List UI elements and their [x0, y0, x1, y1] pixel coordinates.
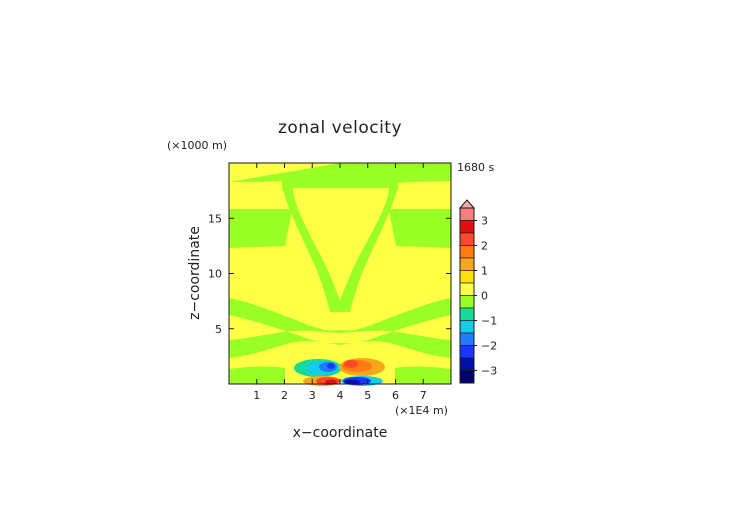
x-tick-label: 2: [281, 389, 288, 402]
x-tick-label: 1: [253, 389, 260, 402]
colorbar: 3 2 1 0 −1 −2 −3: [458, 199, 497, 384]
lobe-positive-right-core: [344, 360, 358, 368]
colorbar-segment: [459, 257, 475, 271]
lobe-positive-lower-left-peak: [325, 379, 337, 385]
colorbar-segment: [459, 232, 475, 246]
colorbar-tick-label: −3: [481, 365, 497, 378]
x-scale-label: (×1E4 m): [395, 404, 448, 417]
y-tick-label: 5: [215, 323, 222, 336]
colorbar-tick-label: 2: [481, 240, 488, 253]
colorbar-extend-arrow: [458, 199, 476, 209]
lobe-negative-left-peak: [327, 363, 335, 369]
colorbar-segment: [459, 370, 475, 384]
y-tick-label: 15: [208, 212, 222, 225]
y-tick-label: 10: [208, 268, 222, 281]
x-axis-label: x−coordinate: [293, 425, 388, 441]
colorbar-segment: [459, 207, 475, 221]
x-axis: 1 2 3 4 5 6 7: [253, 163, 427, 402]
colorbar-segment: [459, 295, 475, 309]
plot-area: [228, 162, 452, 386]
colorbar-tick-label: −1: [481, 315, 497, 328]
colorbar-segment: [459, 220, 475, 234]
colorbar-tick-label: 3: [481, 215, 488, 228]
colorbar-segment: [459, 357, 475, 371]
colorbar-segment: [459, 332, 475, 346]
chart-title: zonal velocity: [278, 118, 402, 138]
time-label: 1680 s: [457, 161, 494, 174]
y-axis-label: z−coordinate: [187, 226, 203, 320]
contour-green-band-middle: [229, 298, 451, 358]
x-tick-label: 6: [392, 389, 399, 402]
contour-yellow-v-core: [293, 188, 389, 300]
colorbar-segment: [459, 307, 475, 321]
colorbar-segment: [459, 245, 475, 259]
y-axis: 5 10 15: [208, 212, 451, 336]
colorbar-segment: [459, 345, 475, 359]
x-tick-label: 5: [364, 389, 371, 402]
lobe-negative-lower-right-peak: [344, 379, 360, 385]
colorbar-segment: [459, 270, 475, 284]
contour-yellow-band-middle-core: [229, 315, 451, 344]
colorbar-tick-label: 1: [481, 265, 488, 278]
colorbar-tick-label: −2: [481, 340, 497, 353]
colorbar-segment: [459, 320, 475, 334]
x-tick-label: 7: [420, 389, 427, 402]
contour-green-band-upper: [229, 209, 451, 248]
colorbar-segment: [459, 282, 475, 296]
x-tick-label: 3: [309, 389, 316, 402]
y-scale-label: (×1000 m): [167, 139, 227, 152]
colorbar-tick-label: 0: [481, 290, 488, 303]
x-tick-label: 4: [337, 389, 344, 402]
